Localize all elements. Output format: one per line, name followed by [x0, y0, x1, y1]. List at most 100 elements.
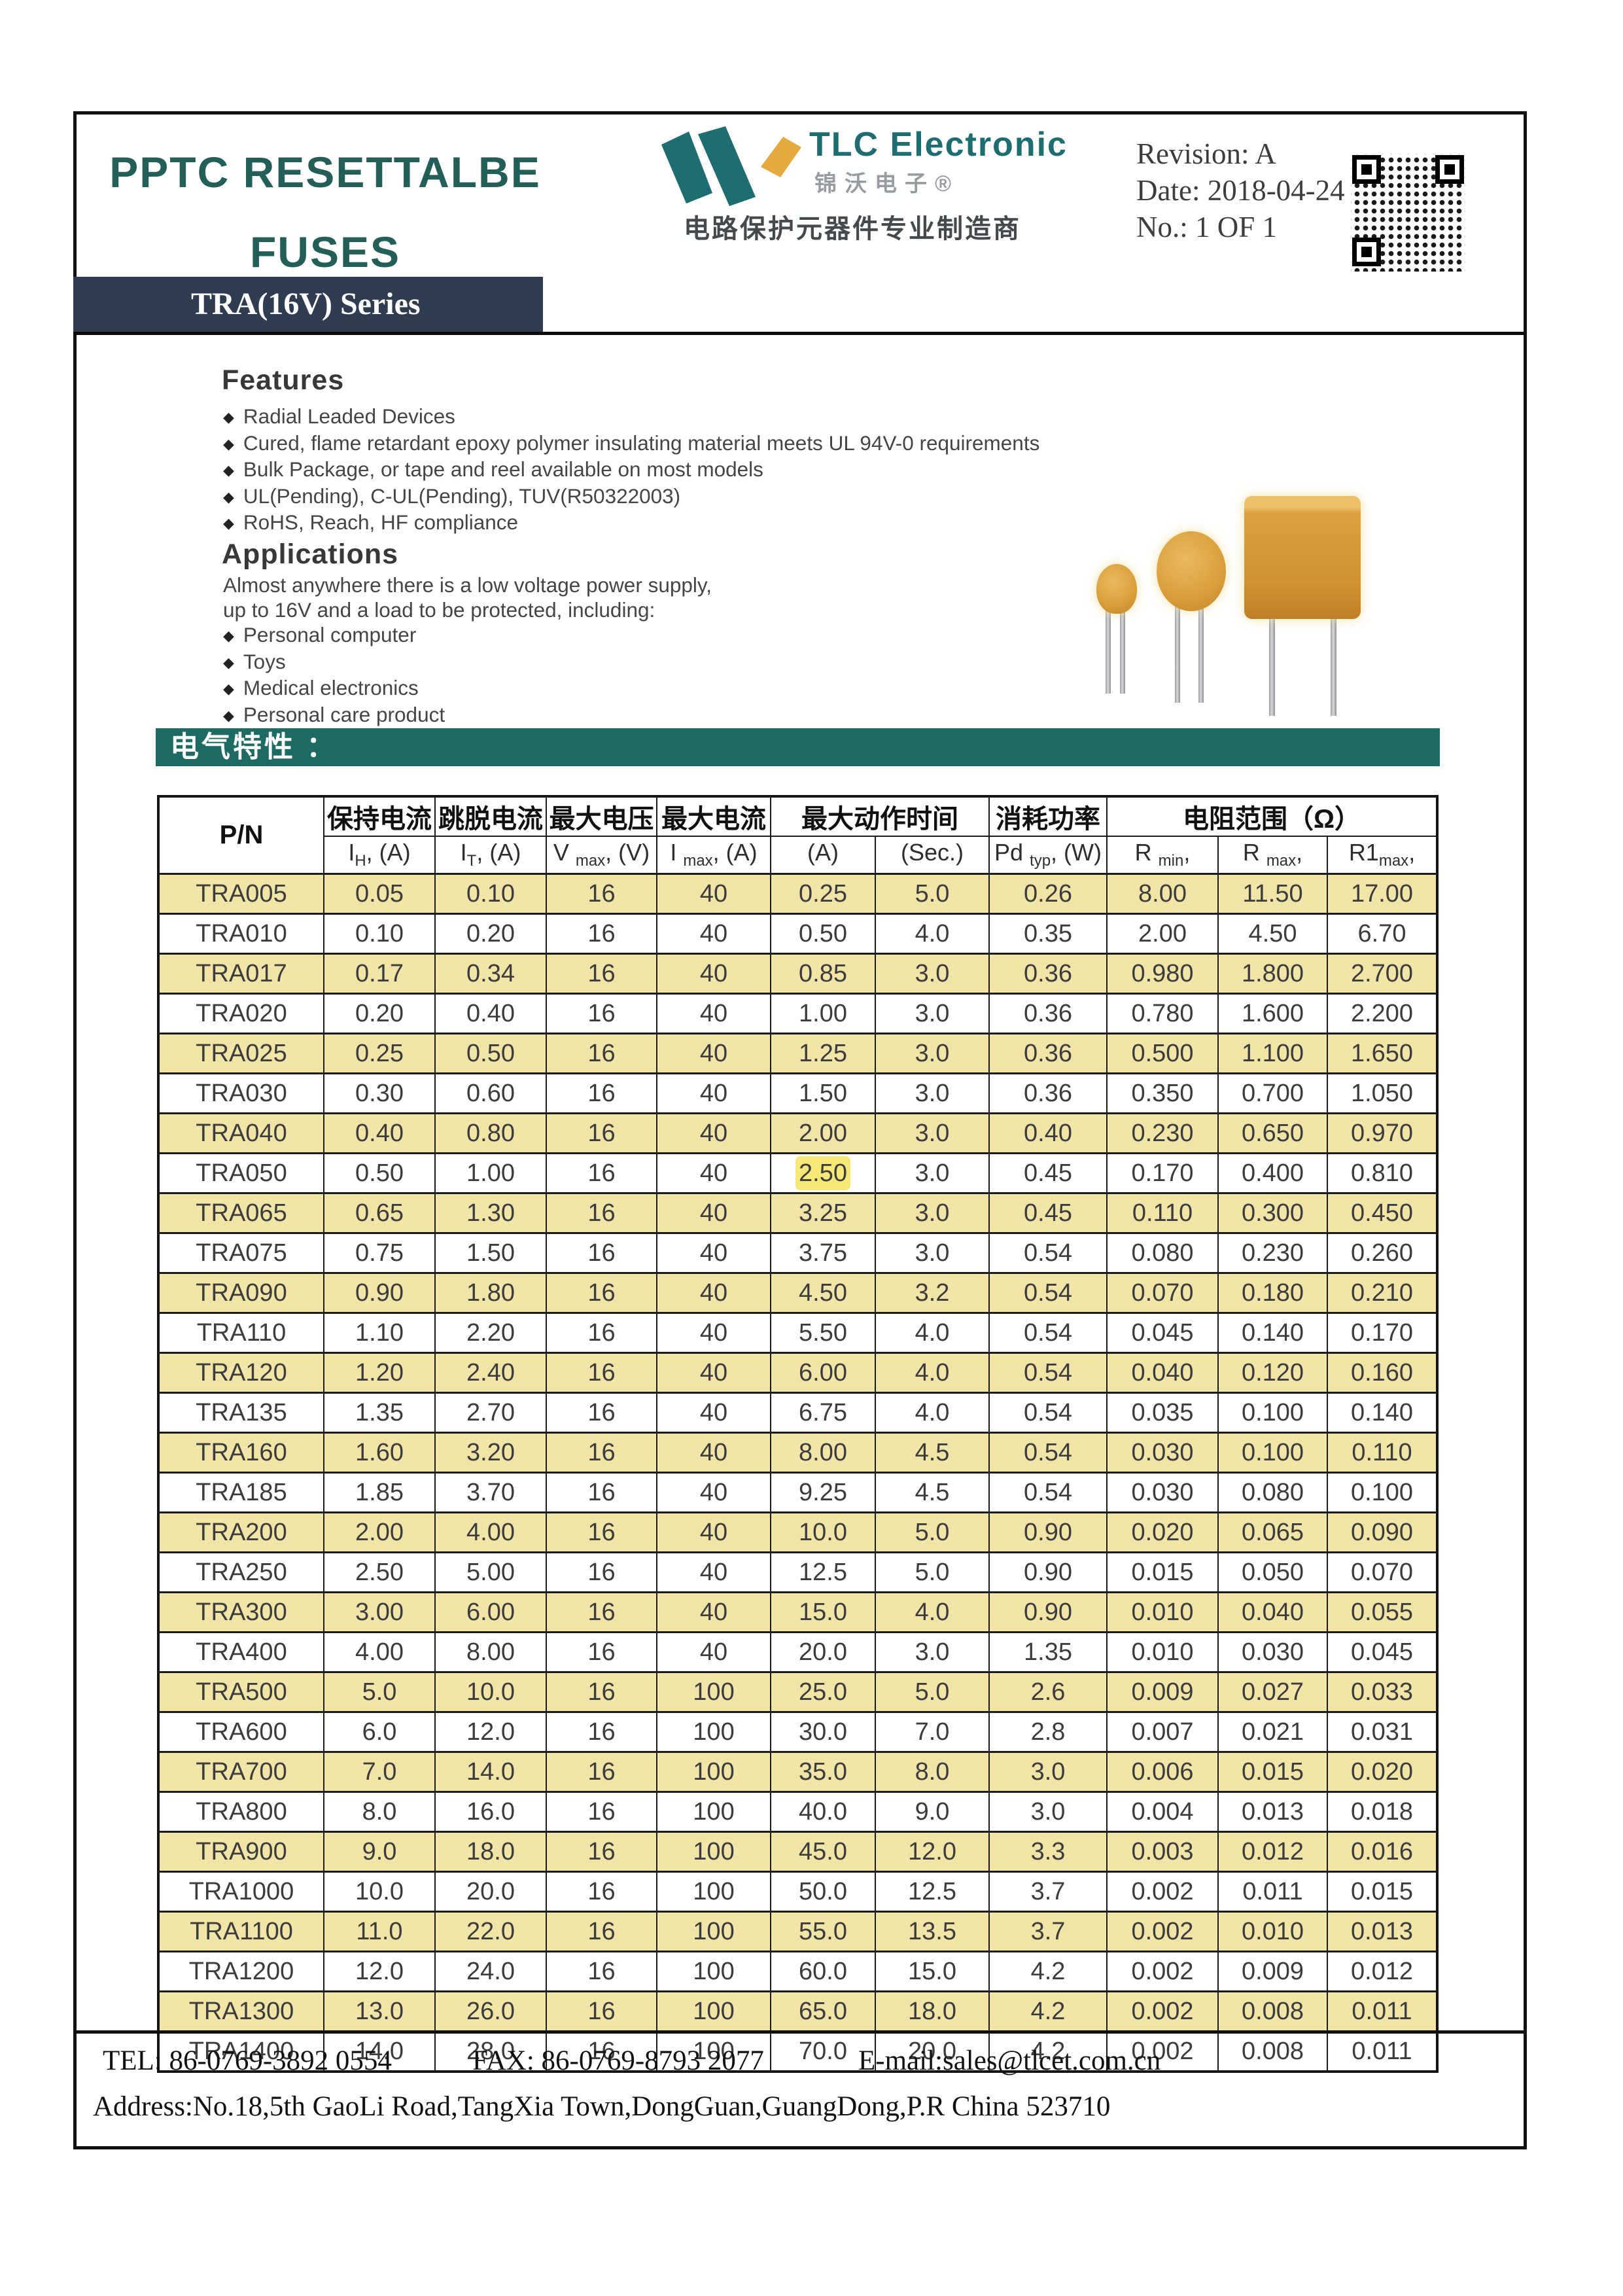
spec-value-cell: 0.002 [1106, 1911, 1219, 1952]
header-divider [73, 332, 1524, 335]
spec-value-cell: 100 [656, 1831, 771, 1873]
part-number-cell: TRA010 [158, 913, 324, 955]
spec-value-cell: 1.50 [434, 1232, 547, 1274]
spec-value-cell: 5.0 [875, 873, 990, 915]
spec-table-rows: TRA005 0.05 0.10 16 40 0.25 5.0 0.26 8.00 11.50 17… [158, 873, 1439, 2073]
table-row: TRA135 1.35 2.70 16 40 6.75 4.0 0.54 0.035 0.100 0… [158, 1392, 1439, 1434]
features-list: ◆ Radial Leaded Devices ◆ Cured, flame ret… [223, 404, 1039, 537]
spec-value-cell: 0.110 [1106, 1192, 1219, 1234]
spec-value-cell: 3.2 [875, 1272, 990, 1314]
spec-value-cell: 6.0 [323, 1711, 436, 1753]
table-row: TRA1300 13.0 26.0 16 100 65.0 18.0 4.2 0.002 0.00… [158, 1990, 1439, 2032]
spec-value-cell: 40 [656, 1312, 771, 1354]
spec-value-cell: 16 [546, 1631, 657, 1673]
part-number-cell: TRA400 [158, 1631, 324, 1673]
spec-value-cell: 16 [546, 1033, 657, 1074]
spec-value-cell: 40.0 [770, 1791, 876, 1833]
spec-value-cell: 3.0 [875, 1112, 990, 1154]
part-number-cell: TRA065 [158, 1192, 324, 1234]
spec-value-cell: 0.54 [988, 1272, 1108, 1314]
spec-value-cell: 12.5 [875, 1871, 990, 1913]
spec-value-cell: 0.055 [1326, 1591, 1439, 1633]
spec-value-cell: 16 [546, 913, 657, 955]
spec-value-cell: 0.011 [1326, 1990, 1439, 2032]
product-photo [1087, 491, 1382, 716]
spec-value-cell: 0.031 [1326, 1711, 1439, 1753]
spec-value-cell: 6.00 [770, 1352, 876, 1394]
spec-value-cell: 0.004 [1106, 1791, 1219, 1833]
subheader-imax: I max, (A) [656, 836, 771, 875]
spec-value-cell: 0.030 [1106, 1432, 1219, 1474]
spec-value-cell: 12.0 [434, 1711, 547, 1753]
spec-value-cell: 45.0 [770, 1831, 876, 1873]
application-item: ◆ Toys [223, 649, 445, 676]
logo-tagline: 电路保护元器件专业制造商 [684, 215, 1021, 243]
table-row: TRA020 0.20 0.40 16 40 1.00 3.0 0.36 0.780 1.600 2… [158, 993, 1439, 1034]
spec-value-cell: 3.00 [323, 1591, 436, 1633]
spec-value-cell: 1.050 [1326, 1072, 1439, 1114]
footer-email: E-mail:sales@tlcet.com.cn [858, 2045, 1161, 2076]
spec-value-cell: 0.40 [988, 1112, 1108, 1154]
subheader-rmin: R min, [1106, 836, 1219, 875]
spec-value-cell: 0.17 [323, 953, 436, 995]
spec-value-cell: 100 [656, 1990, 771, 2032]
qr-code [1351, 154, 1465, 272]
part-number-cell: TRA300 [158, 1591, 324, 1633]
spec-value-cell: 8.00 [1106, 873, 1219, 915]
spec-value-cell: 0.090 [1326, 1511, 1439, 1553]
spec-value-cell: 0.010 [1217, 1911, 1328, 1952]
part-number-cell: TRA500 [158, 1671, 324, 1713]
spec-value-cell: 40 [656, 1272, 771, 1314]
spec-value-cell: 0.140 [1326, 1392, 1439, 1434]
spec-value-cell: 0.650 [1217, 1112, 1328, 1154]
spec-value-cell: 0.021 [1217, 1711, 1328, 1753]
spec-value-cell: 0.54 [988, 1232, 1108, 1274]
spec-value-cell: 16 [546, 1472, 657, 1513]
spec-value-cell: 16 [546, 1711, 657, 1753]
spec-value-cell: 1.60 [323, 1432, 436, 1474]
spec-value-cell: 10.0 [323, 1871, 436, 1913]
fuse-lead [1269, 616, 1275, 716]
spec-value-cell: 1.100 [1217, 1033, 1328, 1074]
spec-value-cell: 13.0 [323, 1990, 436, 2032]
spec-value-cell: 0.012 [1217, 1831, 1328, 1873]
spec-value-cell: 9.0 [875, 1791, 990, 1833]
spec-value-cell: 100 [656, 1671, 771, 1713]
spec-value-cell: 5.0 [875, 1551, 990, 1593]
spec-table: P/N 保持电流 跳脱电流 最大电压 最大电流 最大动作时间 消耗功率 电阻范围… [157, 795, 1439, 2073]
spec-value-cell: 40 [656, 913, 771, 955]
part-number-cell: TRA1000 [158, 1871, 324, 1913]
revision-block: Revision: A Date: 2018-04-24 No.: 1 OF 1 [1136, 135, 1345, 245]
page-border-frame: PPTC RESETTALBE FUSES TLC Electronic 锦沃电… [73, 111, 1527, 2149]
spec-value-cell: 0.180 [1217, 1272, 1328, 1314]
spec-value-cell: 0.25 [770, 873, 876, 915]
spec-value-cell: 100 [656, 1711, 771, 1753]
spec-value-cell: 0.002 [1106, 1871, 1219, 1913]
table-row: TRA200 2.00 4.00 16 40 10.0 5.0 0.90 0.020 0.065 0… [158, 1511, 1439, 1553]
spec-value-cell: 0.160 [1326, 1352, 1439, 1394]
application-item: ◆ Personal computer [223, 622, 445, 649]
feature-item: ◆ UL(Pending), C-UL(Pending), TUV(R503220… [223, 484, 1039, 510]
spec-value-cell: 3.3 [988, 1831, 1108, 1873]
spec-value-cell: 0.300 [1217, 1192, 1328, 1234]
spec-value-cell: 3.0 [875, 1033, 990, 1074]
spec-value-cell: 0.65 [323, 1192, 436, 1234]
spec-value-cell: 1.00 [434, 1152, 547, 1194]
table-row: TRA017 0.17 0.34 16 40 0.85 3.0 0.36 0.980 1.800 2… [158, 953, 1439, 995]
spec-value-cell: 2.50 [770, 1152, 876, 1194]
qr-finder-icon [1435, 155, 1464, 184]
spec-value-cell: 0.450 [1326, 1192, 1439, 1234]
fuse-small [1096, 564, 1137, 614]
spec-value-cell: 4.0 [875, 1392, 990, 1434]
spec-value-cell: 16 [546, 1831, 657, 1873]
spec-value-cell: 16 [546, 1591, 657, 1633]
spec-value-cell: 100 [656, 1751, 771, 1793]
part-number-cell: TRA135 [158, 1392, 324, 1434]
applications-list: ◆ Personal computer ◆ Toys ◆ Medical electr… [223, 622, 445, 728]
feature-item: ◆ RoHS, Reach, HF compliance [223, 510, 1039, 537]
spec-value-cell: 0.500 [1106, 1033, 1219, 1074]
spec-value-cell: 40 [656, 1511, 771, 1553]
spec-value-cell: 0.011 [1326, 2030, 1439, 2073]
spec-value-cell: 2.40 [434, 1352, 547, 1394]
spec-value-cell: 0.210 [1326, 1272, 1439, 1314]
